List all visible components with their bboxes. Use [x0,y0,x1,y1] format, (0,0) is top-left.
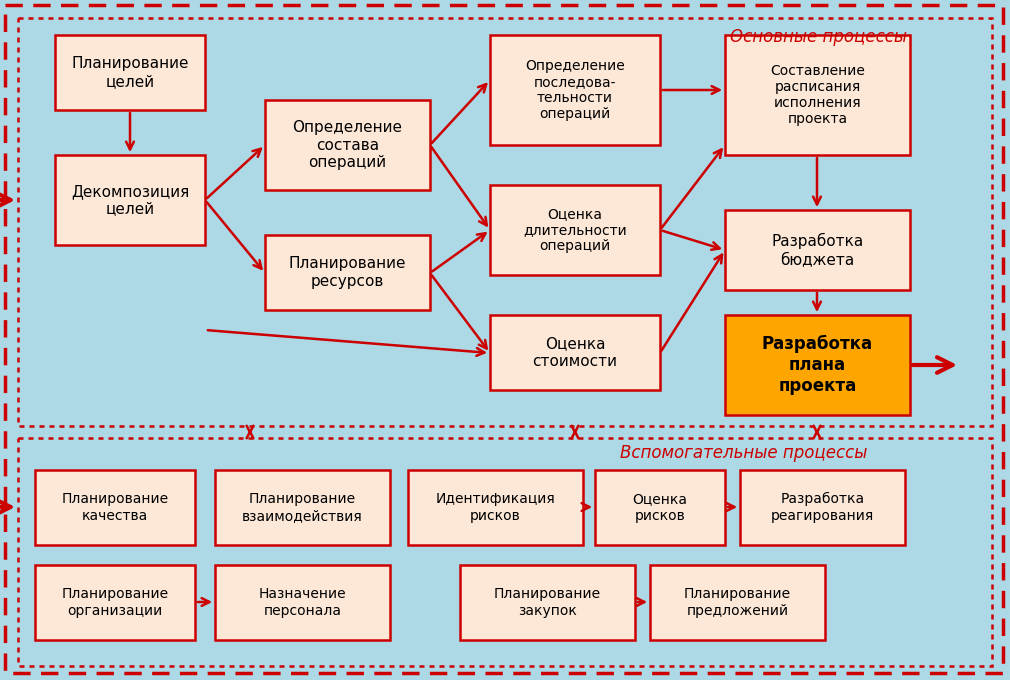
Text: Определение
состава
операций: Определение состава операций [293,120,403,170]
Text: Разработка
плана
проекта: Разработка плана проекта [762,335,873,395]
Bar [650,565,825,640]
Bar [35,565,195,640]
Bar [490,315,660,390]
Text: Разработка
реагирования: Разработка реагирования [771,492,874,523]
Bar [740,470,905,545]
Text: Разработка
бюджета: Разработка бюджета [772,233,864,267]
Text: Вспомогательные процессы: Вспомогательные процессы [620,444,868,462]
Text: Оценка
длительности
операций: Оценка длительности операций [523,207,627,253]
Bar [265,100,430,190]
Text: Планирование
предложений: Планирование предложений [684,588,791,617]
Bar [18,18,992,426]
Text: Планирование
качества: Планирование качества [62,492,169,523]
Bar [595,470,725,545]
Bar [460,565,635,640]
Text: Основные процессы: Основные процессы [730,28,907,46]
Text: Планирование
целей: Планирование целей [72,56,189,88]
Bar [408,470,583,545]
Bar [490,35,660,145]
Text: Идентификация
рисков: Идентификация рисков [435,492,556,523]
Text: Декомпозиция
целей: Декомпозиция целей [71,184,189,216]
Bar [725,315,910,415]
Text: Оценка
стоимости: Оценка стоимости [532,337,617,369]
Bar [18,438,992,666]
Bar [215,565,390,640]
Text: Планирование
организации: Планирование организации [62,588,169,617]
Bar [55,155,205,245]
Text: Планирование
закупок: Планирование закупок [494,588,601,617]
Bar [725,210,910,290]
Bar [35,470,195,545]
Text: Назначение
персонала: Назначение персонала [259,588,346,617]
Bar [265,235,430,310]
Bar [55,35,205,110]
Text: Оценка
рисков: Оценка рисков [632,492,688,523]
Bar [725,35,910,155]
Text: Составление
расписания
исполнения
проекта: Составление расписания исполнения проект… [770,64,865,126]
Text: Определение
последова-
тельности
операций: Определение последова- тельности операци… [525,58,625,121]
Text: Планирование
ресурсов: Планирование ресурсов [289,256,406,289]
Text: Планирование
взаимодействия: Планирование взаимодействия [242,492,363,523]
Bar [215,470,390,545]
Bar [490,185,660,275]
